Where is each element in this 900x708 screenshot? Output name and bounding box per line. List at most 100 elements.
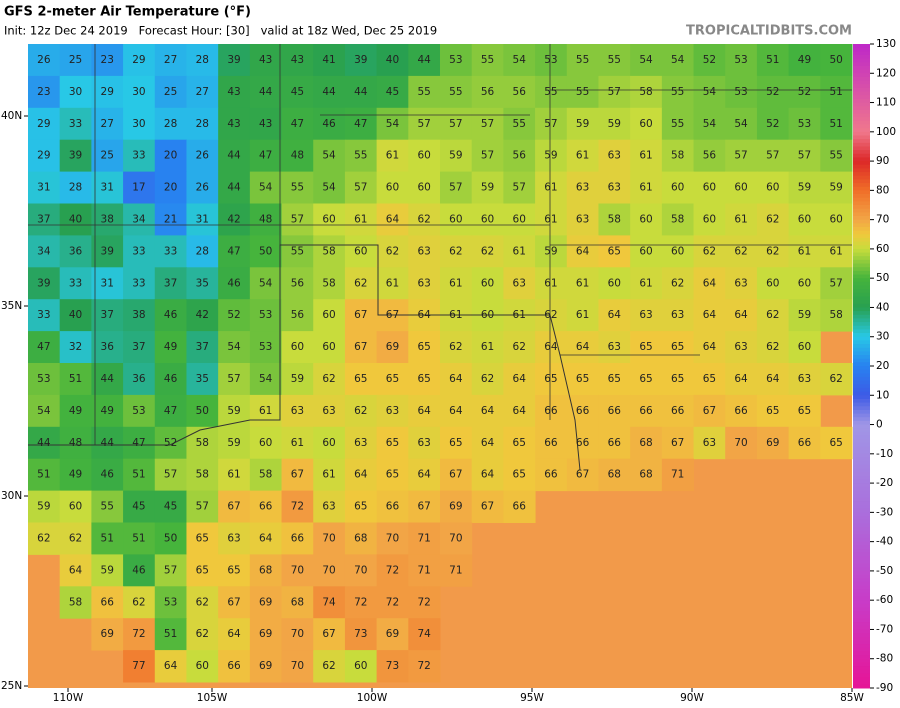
temperature-value: 58	[196, 437, 209, 449]
temperature-cell	[91, 171, 124, 204]
colorbar-segment	[853, 505, 870, 510]
colorbar-segment	[853, 559, 870, 565]
colorbar-segment	[853, 186, 870, 191]
temperature-cell	[661, 44, 695, 77]
temperature-cell	[123, 171, 156, 204]
temperature-value: 72	[386, 596, 399, 608]
temperature-value: 58	[608, 213, 621, 225]
temperature-value: 58	[639, 86, 652, 98]
temperature-value: 70	[734, 437, 747, 449]
temperature-cell	[440, 490, 473, 523]
temperature-value: 63	[513, 277, 526, 289]
temperature-value: 59	[798, 309, 811, 321]
temperature-value: 67	[354, 309, 367, 321]
temperature-value: 62	[132, 596, 145, 608]
temperature-cell	[344, 203, 378, 236]
temperature-value: 63	[417, 277, 430, 289]
temperature-cell	[123, 394, 156, 428]
colorbar-segment	[853, 274, 870, 279]
temperature-value: 33	[164, 245, 177, 257]
temperature-value: 57	[608, 86, 621, 98]
temperature-value: 53	[734, 86, 747, 98]
temperature-cell	[91, 426, 124, 460]
temperature-cell	[186, 618, 219, 651]
temperature-cell	[661, 171, 695, 204]
temperature-value: 65	[354, 373, 367, 385]
lat-label: 35N	[1, 300, 22, 312]
temperature-cell	[756, 107, 790, 141]
temperature-cell	[344, 107, 378, 141]
colorbar-segment	[853, 585, 870, 590]
colorbar-segment	[853, 677, 870, 682]
colorbar-segment	[853, 464, 870, 469]
temperature-cell	[598, 363, 631, 396]
temperature-cell	[123, 203, 156, 236]
temperature-cell	[693, 44, 726, 77]
temperature-cell	[59, 490, 92, 523]
colorbar-segment	[853, 344, 870, 349]
colorbar-segment	[853, 552, 870, 557]
temperature-cell	[91, 267, 124, 300]
colorbar-segment	[853, 281, 870, 286]
temperature-value: 59	[227, 437, 240, 449]
temperature-cell	[249, 394, 283, 428]
colorbar-label: 70	[876, 214, 889, 226]
temperature-cell	[725, 363, 758, 396]
temperature-value: 51	[132, 469, 145, 481]
state-border	[28, 44, 852, 445]
temperature-value: 59	[608, 118, 621, 130]
temperature-cell	[218, 171, 251, 204]
temperature-cell	[630, 458, 663, 492]
colorbar-segment	[853, 640, 870, 645]
temperature-value: 65	[513, 437, 526, 449]
temperature-cell	[820, 75, 853, 109]
temperature-value: 57	[766, 150, 779, 162]
temperature-value: 60	[829, 213, 842, 225]
temperature-value: 36	[69, 245, 83, 257]
temperature-value: 60	[417, 182, 430, 194]
temperature-cell	[630, 235, 663, 268]
temperature-value: 60	[322, 309, 335, 321]
temperature-value: 65	[576, 373, 589, 385]
colorbar-segment	[853, 398, 870, 404]
temperature-value: 62	[354, 277, 367, 289]
temperature-cell	[123, 650, 156, 683]
temperature-cell	[598, 235, 631, 268]
temperature-value: 33	[37, 309, 50, 321]
temperature-cell	[661, 363, 695, 396]
temperature-cell	[59, 139, 92, 173]
temperature-cell	[123, 426, 156, 460]
temperature-value: 47	[291, 118, 304, 130]
temperature-cell	[218, 458, 251, 492]
temperature-value: 63	[576, 213, 589, 225]
temperature-cell	[471, 203, 504, 236]
temperature-cell	[154, 299, 187, 332]
temperature-cell	[123, 331, 156, 364]
temperature-cell	[28, 522, 61, 555]
temperature-value: 39	[37, 277, 50, 289]
temperature-cell	[91, 235, 124, 268]
temperature-value: 63	[417, 245, 430, 257]
temperature-value: 56	[703, 150, 717, 162]
temperature-cell	[440, 171, 473, 204]
colorbar-segment	[853, 219, 870, 224]
lon-label: 85W	[840, 692, 864, 704]
temperature-value: 65	[608, 373, 621, 385]
temperature-cell	[154, 586, 187, 619]
temperature-value: 45	[386, 86, 399, 98]
colorbar-segment	[853, 109, 870, 115]
temperature-value: 61	[734, 213, 747, 225]
temperature-cell	[186, 75, 219, 109]
colorbar-segment	[853, 322, 870, 327]
temperature-value: 65	[386, 373, 399, 385]
temperature-value: 58	[259, 469, 272, 481]
temperature-cell	[408, 139, 441, 173]
temperature-cell	[59, 586, 92, 619]
temperature-cell	[408, 522, 441, 555]
temperature-value: 68	[291, 596, 304, 608]
temperature-cell	[28, 394, 61, 428]
temperature-value: 51	[69, 373, 82, 385]
temperature-cell	[503, 171, 536, 204]
temperature-cell	[59, 426, 92, 460]
temperature-value: 70	[354, 564, 367, 576]
